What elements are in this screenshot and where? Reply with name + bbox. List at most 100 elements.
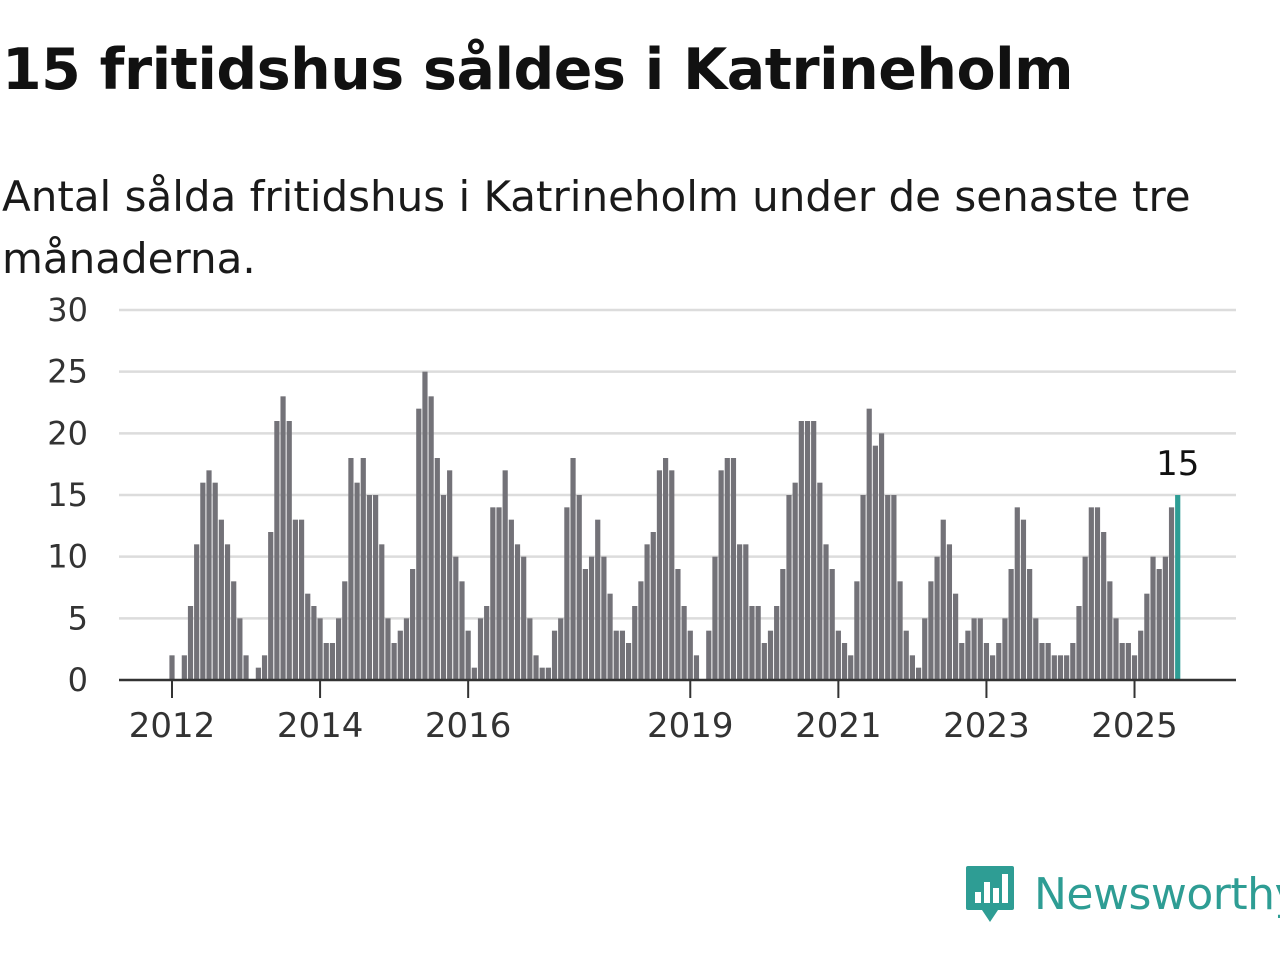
gridlines [119,308,1236,620]
latest-value-label: 15 [1156,444,1199,484]
bar [613,630,619,680]
bar [922,618,928,680]
bar [551,630,558,680]
bar [533,655,539,680]
bar [1070,643,1076,680]
bar [996,643,1002,680]
bar [354,482,360,680]
bar [774,606,780,680]
bar [410,569,416,680]
bar [909,655,915,680]
chart-title: 15 fritidshus såldes i Katrineholm [2,37,1074,103]
x-tick-label: 2021 [795,706,882,746]
y-tick-label: 25 [47,353,88,391]
bar [595,519,601,680]
y-tick-label: 15 [47,476,88,514]
bar [1014,507,1020,680]
bar [885,495,891,680]
bar [545,667,551,680]
bar [860,495,866,680]
bar [712,556,718,680]
x-tick-label: 2023 [943,706,1030,746]
bar [755,606,761,680]
bar [348,458,354,680]
bar [841,643,848,680]
bar [965,630,971,680]
y-tick-label: 20 [47,414,88,452]
bar [206,470,212,680]
bar [564,507,570,680]
x-tick-label: 2012 [129,706,216,746]
brand-name: Newsworthy [1034,868,1280,920]
bar [1033,618,1039,680]
bar [194,544,200,680]
bar [915,667,922,680]
bar [305,593,311,680]
bar [632,606,638,680]
bar [866,408,872,680]
bar [959,643,965,680]
bar [447,470,453,680]
y-tick-label: 10 [47,538,88,576]
bar [1138,630,1144,680]
x-tick-label: 2014 [277,706,364,746]
bar [730,458,737,680]
bar [218,519,224,680]
bar [422,371,428,680]
bar [817,482,823,680]
bar [1150,556,1156,680]
bar-highlight [1175,495,1181,680]
bar [934,556,940,680]
bar [977,618,983,680]
y-tick-label: 30 [47,291,88,329]
bar [1168,507,1175,680]
x-tick-label: 2025 [1091,706,1178,746]
chart-subtitle: Antal sålda fritidshus i Katrineholm und… [2,172,1191,283]
bar [465,630,471,680]
bar [835,630,841,680]
bar [588,556,595,680]
bar [280,396,286,680]
bar [200,482,206,680]
bar [397,630,403,680]
bar [693,655,700,680]
bar [718,470,724,680]
bar [1107,581,1113,680]
bar [946,544,953,680]
bar [231,581,237,680]
bar [255,667,261,680]
bar [570,458,576,680]
bar [1057,655,1064,680]
bar [317,618,323,680]
bar [737,544,743,680]
bar [521,556,527,680]
bar [983,643,990,680]
bar [416,408,422,680]
bar [298,519,305,680]
bar [558,618,564,680]
bar [1020,519,1027,680]
bar [829,569,835,680]
bar [1002,618,1008,680]
x-tick-label: 2016 [425,706,512,746]
bar [292,519,298,680]
bar [952,593,959,680]
bar [749,606,755,680]
bar [243,655,249,680]
bar [897,581,903,680]
bar [767,630,774,680]
bar [403,618,410,680]
bar [644,544,650,680]
bar [1082,556,1088,680]
brand-logo: Newsworthy [964,864,1280,924]
bar [453,556,459,680]
bar [323,643,329,680]
bar [379,544,385,680]
bar [854,581,860,680]
bar [459,581,465,680]
bar [669,470,675,680]
bar [502,470,508,680]
bar [286,421,292,680]
bar [1094,507,1101,680]
bar [792,482,798,680]
